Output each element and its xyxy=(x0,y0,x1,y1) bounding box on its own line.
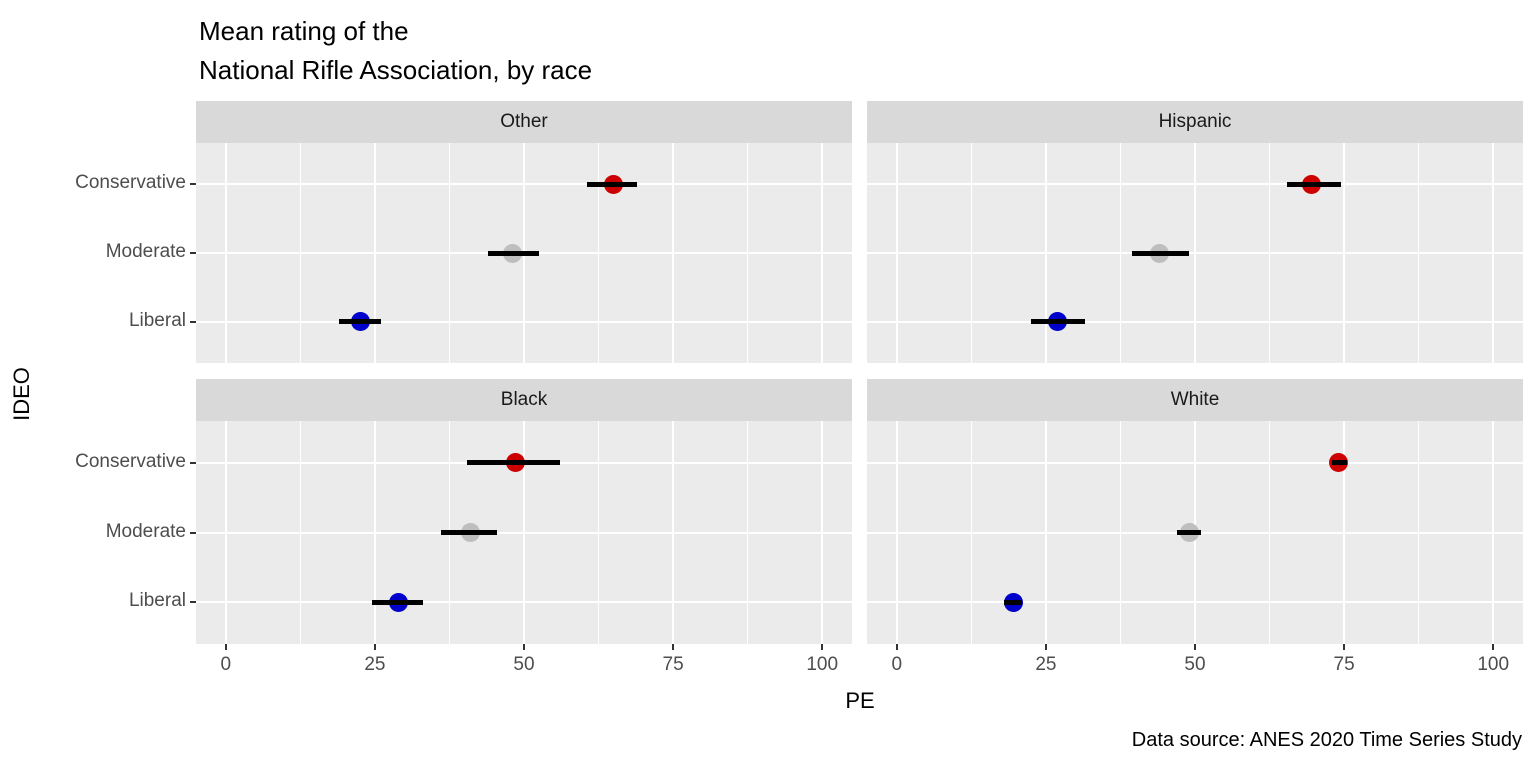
x-axis-tick-label: 25 xyxy=(1035,654,1057,675)
y-axis-tick-mark xyxy=(190,531,196,534)
y-axis-tick-mark xyxy=(190,601,196,604)
facet-panel xyxy=(867,143,1523,363)
y-axis-tick-label: Liberal xyxy=(128,590,186,612)
x-axis-tick-label: 0 xyxy=(891,654,903,675)
gridline-major xyxy=(867,461,1523,464)
gridline-major xyxy=(867,252,1523,254)
y-axis-tick-label: Conservative xyxy=(75,172,186,194)
x-axis-tick-mark xyxy=(224,644,227,650)
x-axis-tick-mark xyxy=(672,644,675,650)
x-axis-tick-mark xyxy=(523,644,525,650)
gridline-major xyxy=(867,183,1523,186)
facet-strip: Other xyxy=(196,101,852,143)
error-bar xyxy=(339,319,381,325)
y-axis-tick-mark xyxy=(190,183,196,186)
facet-strip-label: Black xyxy=(500,389,548,410)
x-axis-tick-mark xyxy=(1492,644,1495,650)
error-bar xyxy=(1132,250,1190,256)
x-axis-tick-mark xyxy=(1044,644,1047,650)
facet-strip-label: White xyxy=(1170,389,1220,410)
gridline-major xyxy=(196,183,852,186)
error-bar xyxy=(1287,181,1342,187)
error-bar xyxy=(1031,319,1085,325)
facet-strip: Hispanic xyxy=(867,101,1523,143)
x-axis-tick-label: 50 xyxy=(1184,654,1206,675)
x-axis-tick-label: 100 xyxy=(1477,654,1510,675)
y-axis-tick-label: Liberal xyxy=(128,309,186,331)
facet-strip: White xyxy=(867,379,1523,421)
y-axis-tick-label: Moderate xyxy=(105,520,186,542)
facet-panel xyxy=(867,421,1523,644)
x-axis-tick-mark xyxy=(895,644,898,650)
x-axis-tick-label: 75 xyxy=(662,654,684,675)
gridline-major xyxy=(196,531,852,534)
y-axis-tick-label: Moderate xyxy=(105,241,186,262)
x-axis-tick-label: 75 xyxy=(1333,654,1355,675)
x-axis-tick-mark xyxy=(821,644,824,650)
facet-strip: Black xyxy=(196,379,852,421)
y-axis-tick-mark xyxy=(190,320,196,323)
x-axis-tick-label: 50 xyxy=(513,654,535,675)
x-axis-tick-label: 100 xyxy=(806,654,839,675)
facet-panel xyxy=(196,421,852,644)
error-bar xyxy=(488,250,539,256)
error-bar xyxy=(467,460,560,466)
x-axis-tick-label: 0 xyxy=(220,654,232,675)
caption: Data source: ANES 2020 Time Series Study xyxy=(1131,729,1522,751)
x-axis-tick-mark xyxy=(373,644,376,650)
gridline-major xyxy=(196,320,852,323)
x-axis-tick-mark xyxy=(1343,644,1346,650)
x-axis-tick-mark xyxy=(1194,644,1196,650)
facet-strip-label: Other xyxy=(500,111,548,132)
y-axis-tick-mark xyxy=(190,252,196,254)
y-axis-title: IDEO xyxy=(9,367,34,421)
gridline-major xyxy=(867,320,1523,323)
y-axis-tick-label: Conservative xyxy=(75,450,186,472)
x-axis-tick-label: 25 xyxy=(364,654,386,675)
facet-panel xyxy=(196,143,852,363)
facet-strip-label: Hispanic xyxy=(1158,111,1232,132)
error-bar xyxy=(1177,530,1201,535)
error-bar xyxy=(1004,599,1023,605)
gridline-major xyxy=(196,601,852,604)
error-bar xyxy=(371,599,423,605)
gridline-major xyxy=(867,601,1523,604)
y-axis-tick-mark xyxy=(190,461,196,464)
error-bar xyxy=(1332,460,1348,466)
chart-title: Mean rating of the National Rifle Associ… xyxy=(199,16,593,85)
error-bar xyxy=(440,530,498,535)
error-bar xyxy=(586,181,638,187)
x-axis-title: PE xyxy=(845,688,875,713)
